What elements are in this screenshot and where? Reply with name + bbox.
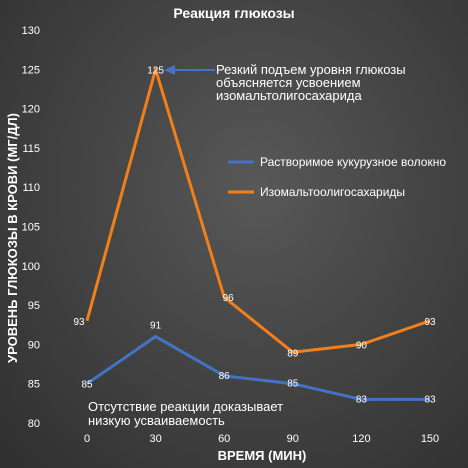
data-label: 93 [73, 317, 85, 328]
annotation-no-response: Отсутствие реакции доказывает низкую усв… [88, 399, 283, 428]
series-layer [85, 67, 431, 401]
x-tick-label: 90 [287, 433, 299, 445]
y-tick-label: 120 [22, 104, 40, 116]
x-tick-label: 60 [218, 433, 230, 445]
data-labels: 93 125 96 89 90 93 85 91 86 85 83 83 [73, 65, 436, 405]
x-tick-label: 150 [421, 433, 439, 445]
data-label: 125 [147, 65, 164, 76]
y-tick-label: 100 [22, 261, 40, 273]
y-tick-label: 130 [22, 25, 40, 37]
y-tick-label: 105 [22, 222, 40, 234]
data-label: 91 [150, 321, 162, 332]
data-label: 86 [219, 371, 231, 382]
y-tick-label: 90 [28, 339, 40, 351]
data-label: 83 [356, 394, 368, 405]
chart-title: Реакция глюкозы [173, 5, 294, 21]
annotation-arrowhead [164, 65, 175, 75]
y-tick-label: 125 [22, 64, 40, 76]
annotation-spike-line-2: объясняется усвоением [216, 75, 361, 90]
y-axis-title: УРОВЕНЬ ГЛЮКОЗЫ В КРОВИ (МГ/ДЛ) [5, 113, 20, 363]
data-label: 85 [287, 379, 299, 390]
data-label: 85 [81, 380, 93, 391]
x-axis-title: ВРЕМЯ (МИН) [218, 448, 307, 463]
y-tick-label: 115 [22, 143, 40, 155]
data-label: 93 [424, 317, 436, 328]
annotation-spike-line-1: Резкий подъем уровня глюкозы [216, 62, 406, 77]
annotation-no-response-line-1: Отсутствие реакции доказывает [88, 399, 283, 414]
y-tick-label: 85 [28, 379, 40, 391]
y-tick-label: 80 [28, 418, 40, 430]
legend-label-imo: Изомальтоолигосахариды [260, 185, 405, 199]
data-label: 83 [424, 394, 436, 405]
annotation-spike: Резкий подъем уровня глюкозы объясняется… [164, 62, 406, 103]
y-tick-label: 95 [28, 300, 40, 312]
x-axis-ticks: 0 30 60 90 120 150 [84, 433, 439, 445]
legend-label-corn-fiber: Растворимое кукурузное волокно [260, 155, 446, 169]
data-label: 90 [356, 340, 368, 351]
data-label: 89 [287, 348, 299, 359]
y-axis-ticks: 80 85 90 95 100 105 110 115 120 125 130 [22, 25, 40, 430]
x-tick-label: 30 [149, 433, 161, 445]
data-label: 96 [223, 293, 235, 304]
legend: Растворимое кукурузное волокно Изомальто… [228, 155, 446, 199]
x-tick-label: 120 [352, 433, 370, 445]
series-line-0 [86, 335, 430, 401]
x-tick-label: 0 [84, 433, 90, 445]
annotation-no-response-line-2: низкую усваиваемость [88, 413, 225, 428]
annotation-spike-line-3: изомальтолигосахарида [216, 88, 362, 103]
y-tick-label: 110 [22, 182, 40, 194]
series-line-1 [85, 67, 431, 354]
